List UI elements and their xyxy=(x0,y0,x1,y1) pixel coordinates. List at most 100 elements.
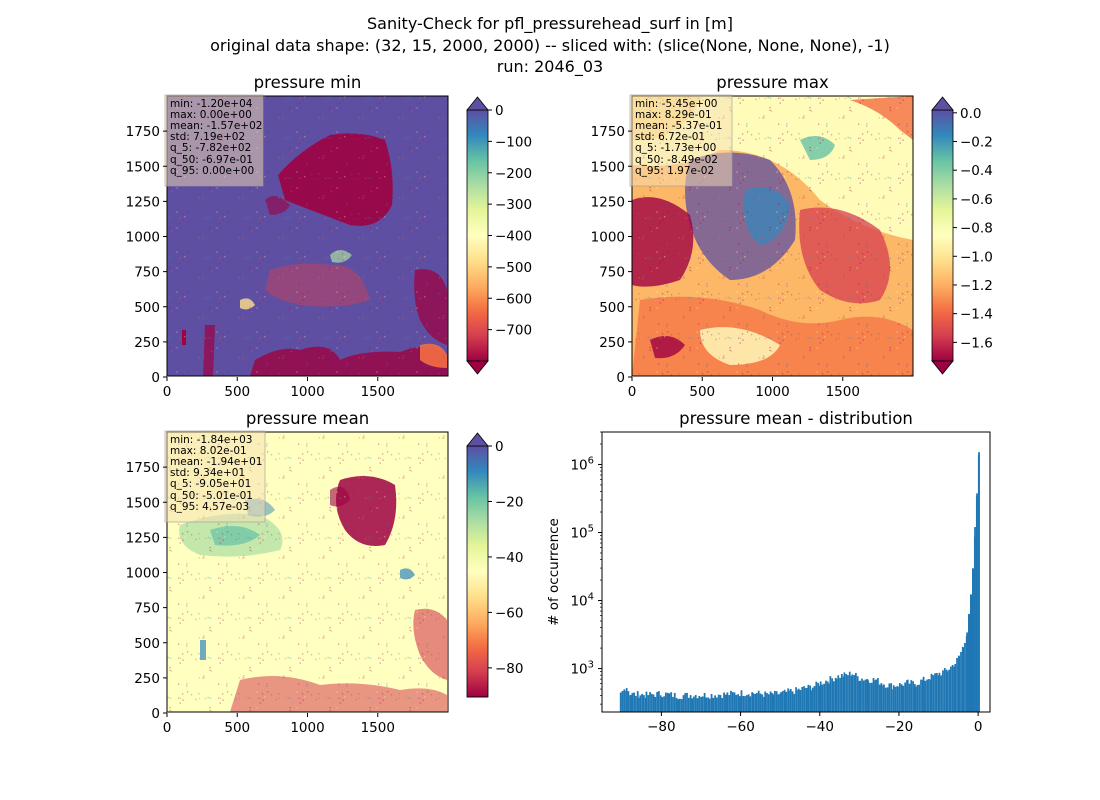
histogram-bar xyxy=(847,675,849,712)
stat-line: q_5: -9.05e+01 xyxy=(170,478,251,490)
histogram-bar xyxy=(823,683,826,712)
histogram-bar xyxy=(976,493,978,712)
histogram-bar xyxy=(880,683,883,712)
histogram-bar xyxy=(621,691,624,712)
histogram-bar xyxy=(766,693,768,712)
histogram-bar xyxy=(724,694,727,712)
stat-line: std: 7.19e+02 xyxy=(170,131,245,143)
histogram-bar xyxy=(698,695,701,712)
y-tick-label: 1500 xyxy=(591,159,625,175)
histogram-bar xyxy=(769,691,772,712)
histogram-bar xyxy=(767,694,770,712)
histogram-bar xyxy=(700,696,702,712)
colorbar-tick-label: −20 xyxy=(495,494,524,510)
x-tick-label: 1500 xyxy=(361,384,395,400)
histogram-bar xyxy=(740,690,743,712)
x-tick-label: 1000 xyxy=(290,384,324,400)
histogram-bar xyxy=(960,651,962,712)
histogram-bar xyxy=(797,688,800,712)
histogram-bar xyxy=(654,696,657,712)
histogram-bar xyxy=(694,695,697,712)
histogram-bar xyxy=(780,692,782,712)
histogram-bar xyxy=(892,685,895,712)
figure-title-line-1: Sanity-Check for pfl_pressurehead_surf i… xyxy=(367,14,733,34)
colorbar-tick-label: −1.6 xyxy=(960,335,993,351)
y-tick-label: 500 xyxy=(134,300,160,316)
panel-title: pressure max xyxy=(716,73,829,92)
y-tick-label: 1250 xyxy=(591,194,625,210)
panel-pressure-mean-distribution: pressure mean - distribution −80 −60 −40 −2… xyxy=(546,409,991,735)
histogram-bar xyxy=(791,691,794,712)
figure-title-line-3: run: 2046_03 xyxy=(497,57,603,77)
histogram-bar xyxy=(862,680,865,712)
histogram-bar xyxy=(793,693,796,712)
histogram-bar xyxy=(677,699,679,712)
histogram-bar xyxy=(686,692,688,712)
histogram-bar xyxy=(744,696,746,712)
histogram-bar xyxy=(719,695,722,712)
histogram-bar xyxy=(954,663,957,712)
y-tick-label: 1250 xyxy=(126,530,160,546)
histogram-bar xyxy=(958,656,961,712)
histogram-bar xyxy=(872,678,875,712)
histogram-bar xyxy=(696,698,699,712)
histogram-bar xyxy=(745,695,748,712)
histogram-bar xyxy=(950,666,952,712)
histogram-bar xyxy=(689,695,692,712)
histogram-bar xyxy=(656,691,659,712)
histogram-bar xyxy=(668,693,671,712)
histogram-bar xyxy=(664,692,667,712)
y-tick-label: 750 xyxy=(134,601,160,617)
histogram-bar xyxy=(848,671,851,712)
stats-box: min: -1.20e+04 max: 0.00e+00 mean: -1.57… xyxy=(164,94,264,187)
histogram-bar xyxy=(670,692,673,712)
colorbar-tick-label: −500 xyxy=(495,260,532,276)
histogram-bar xyxy=(726,692,729,712)
colorbar-tick-label: −40 xyxy=(495,550,524,566)
histogram-bar xyxy=(735,694,738,712)
histogram-bar xyxy=(716,697,718,712)
histogram-bar xyxy=(801,686,804,712)
y-tick-label: 0 xyxy=(151,370,160,386)
histogram-bar xyxy=(934,673,936,712)
histogram-bar xyxy=(781,691,784,712)
colorbar-gradient xyxy=(466,445,489,698)
histogram-bar xyxy=(861,678,863,712)
histogram-bar xyxy=(918,684,921,712)
histogram-bar xyxy=(659,695,662,712)
histogram-bar xyxy=(946,671,949,712)
panel-pressure-mean: pressure mean min: -1.84e+03 max: 8.02e-… xyxy=(126,409,524,736)
histogram-bar xyxy=(809,685,812,712)
histogram-bar xyxy=(733,692,736,712)
colorbar-tick-label: −0.2 xyxy=(960,135,993,151)
panel-pressure-min: pressure min min: -1.20e+04 max: 0.00e+ xyxy=(126,73,532,400)
stat-line: std: 9.34e+01 xyxy=(170,467,245,479)
histogram-bar xyxy=(738,696,741,712)
colorbar-tick-label: 0.0 xyxy=(960,106,981,122)
histogram-bar xyxy=(978,452,980,712)
histogram-bar xyxy=(693,696,695,712)
histogram-bar xyxy=(884,687,887,712)
histogram-bar xyxy=(859,680,862,712)
colorbar-tick-label: −300 xyxy=(495,197,532,213)
histogram-bar xyxy=(757,690,760,712)
histogram-bar xyxy=(749,696,752,712)
histogram-bar xyxy=(942,670,944,712)
histogram-bar xyxy=(680,699,683,712)
histogram-bar xyxy=(970,595,972,712)
x-tick-label: 0 xyxy=(163,384,172,400)
y-tick-label: 103 xyxy=(570,660,594,678)
histogram-bar xyxy=(886,687,889,712)
histogram-bar xyxy=(658,691,660,712)
histogram-bar xyxy=(645,691,648,712)
colorbar-tick-label: −80 xyxy=(495,661,524,677)
histogram-bar xyxy=(839,677,841,712)
histogram-bar xyxy=(785,691,788,712)
colorbar-tick-label: −1.4 xyxy=(960,307,993,323)
colorbar-tick-label: −200 xyxy=(495,166,532,182)
y-tick-label: 1500 xyxy=(126,495,160,511)
histogram-bar xyxy=(843,672,846,712)
histogram-bar xyxy=(763,696,765,712)
histogram-bar xyxy=(650,693,653,712)
colorbar-tick-label: −400 xyxy=(495,229,532,245)
